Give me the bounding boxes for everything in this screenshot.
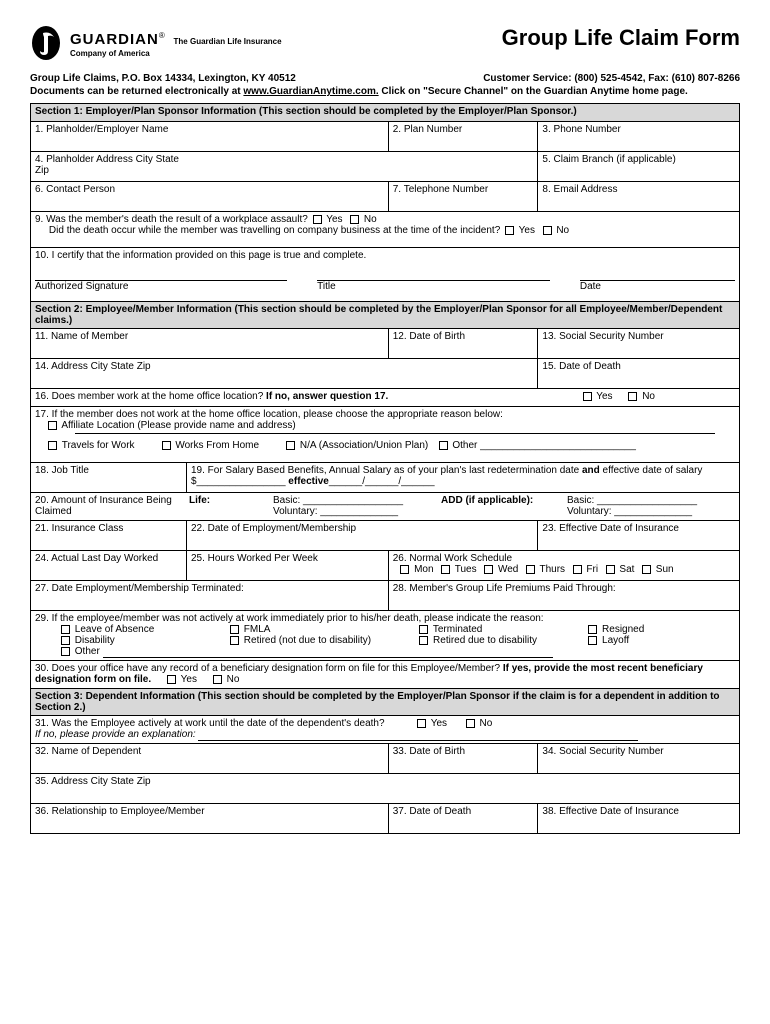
field-email[interactable]: 8. Email Address [538,182,740,212]
checkbox-no[interactable] [628,392,637,401]
field-address[interactable]: 14. Address City State Zip [31,359,538,389]
field-phone[interactable]: 3. Phone Number [538,122,740,152]
checkbox-yes[interactable] [505,226,514,235]
field-plan-number[interactable]: 2. Plan Number [388,122,538,152]
field-salary[interactable]: 19. For Salary Based Benefits, Annual Sa… [186,463,739,493]
checkbox-affiliate[interactable] [48,421,57,430]
field-q17[interactable]: 17. If the member does not work at the h… [31,407,740,463]
checkbox-wfh[interactable] [162,441,171,450]
anytime-link[interactable]: www.GuardianAnytime.com. [243,86,378,97]
cb-wed[interactable] [484,565,493,574]
field-date-death[interactable]: 15. Date of Death [538,359,740,389]
field-planholder-name[interactable]: 1. Planholder/Employer Name [31,122,389,152]
checkbox-yes[interactable] [417,719,426,728]
checkbox-other[interactable] [439,441,448,450]
field-terminated[interactable]: 27. Date Employment/Membership Terminate… [31,581,389,611]
field-dep-death[interactable]: 37. Date of Death [388,804,538,834]
field-premiums[interactable]: 28. Member's Group Life Premiums Paid Th… [388,581,739,611]
guardian-logo-icon [30,25,62,65]
checkbox-no[interactable] [466,719,475,728]
checkbox-no[interactable] [543,226,552,235]
form-title: Group Life Claim Form [502,25,740,51]
field-insurance-amount[interactable]: 20. Amount of Insurance Being Claimed Li… [31,493,740,521]
checkbox-na[interactable] [286,441,295,450]
customer-service: Customer Service: (800) 525-4542, Fax: (… [483,73,740,84]
checkbox-no[interactable] [213,675,222,684]
section3-header: Section 3: Dependent Information (This s… [31,689,740,716]
field-q30[interactable]: 30. Does your office have any record of … [31,661,740,689]
field-telephone[interactable]: 7. Telephone Number [388,182,538,212]
form-table: Section 1: Employer/Plan Sponsor Informa… [30,103,740,834]
field-dep-address[interactable]: 35. Address City State Zip [31,774,740,804]
mailing-address: Group Life Claims, P.O. Box 14334, Lexin… [30,73,296,84]
field-certify[interactable]: 10. I certify that the information provi… [31,248,740,302]
section1-header: Section 1: Employer/Plan Sponsor Informa… [31,104,740,122]
field-relationship[interactable]: 36. Relationship to Employee/Member [31,804,389,834]
address-row: Group Life Claims, P.O. Box 14334, Lexin… [30,73,740,84]
checkbox-yes[interactable] [583,392,592,401]
field-planholder-address[interactable]: 4. Planholder Address City StateZip [31,152,538,182]
field-hours-week[interactable]: 25. Hours Worked Per Week [186,551,388,581]
checkbox-yes[interactable] [313,215,322,224]
brand-name: GUARDIAN [70,31,159,48]
field-dependent-name[interactable]: 32. Name of Dependent [31,744,389,774]
field-effective-date[interactable]: 23. Effective Date of Insurance [538,521,740,551]
field-schedule[interactable]: 26. Normal Work Schedule Mon Tues Wed Th… [388,551,739,581]
cb-term[interactable] [419,625,428,634]
cb-res[interactable] [588,625,597,634]
cb-fri[interactable] [573,565,582,574]
reg-mark: ® [159,31,165,40]
checkbox-no[interactable] [350,215,359,224]
field-dep-ssn[interactable]: 34. Social Security Number [538,744,740,774]
cb-loa[interactable] [61,625,70,634]
checkbox-travels[interactable] [48,441,57,450]
cb-mon[interactable] [400,565,409,574]
field-ssn[interactable]: 13. Social Security Number [538,329,740,359]
field-dep-effective[interactable]: 38. Effective Date of Insurance [538,804,740,834]
logo-area: GUARDIAN® The Guardian Life InsuranceCom… [30,25,282,65]
field-q16[interactable]: 16. Does member work at the home office … [31,389,740,407]
cb-ret[interactable] [230,636,239,645]
checkbox-yes[interactable] [167,675,176,684]
cb-dis[interactable] [61,636,70,645]
cb-sun[interactable] [642,565,651,574]
field-q31[interactable]: 31. Was the Employee actively at work un… [31,716,740,744]
cb-tue[interactable] [441,565,450,574]
cb-lay[interactable] [588,636,597,645]
field-employment-date[interactable]: 22. Date of Employment/Membership [186,521,537,551]
field-insurance-class[interactable]: 21. Insurance Class [31,521,187,551]
field-q9[interactable]: 9. Was the member's death the result of … [31,212,740,248]
form-header: GUARDIAN® The Guardian Life InsuranceCom… [30,25,740,65]
cb-sat[interactable] [606,565,615,574]
cb-retd[interactable] [419,636,428,645]
cb-other[interactable] [61,647,70,656]
field-dob[interactable]: 12. Date of Birth [388,329,538,359]
field-q29[interactable]: 29. If the employee/member was not activ… [31,611,740,661]
documents-note: Documents can be returned electronically… [30,86,740,97]
cb-thu[interactable] [526,565,535,574]
field-job-title[interactable]: 18. Job Title [31,463,187,493]
field-last-day[interactable]: 24. Actual Last Day Worked [31,551,187,581]
field-member-name[interactable]: 11. Name of Member [31,329,389,359]
field-contact-person[interactable]: 6. Contact Person [31,182,389,212]
field-claim-branch[interactable]: 5. Claim Branch (if applicable) [538,152,740,182]
section2-header: Section 2: Employee/Member Information (… [31,302,740,329]
field-dep-dob[interactable]: 33. Date of Birth [388,744,538,774]
cb-fmla[interactable] [230,625,239,634]
